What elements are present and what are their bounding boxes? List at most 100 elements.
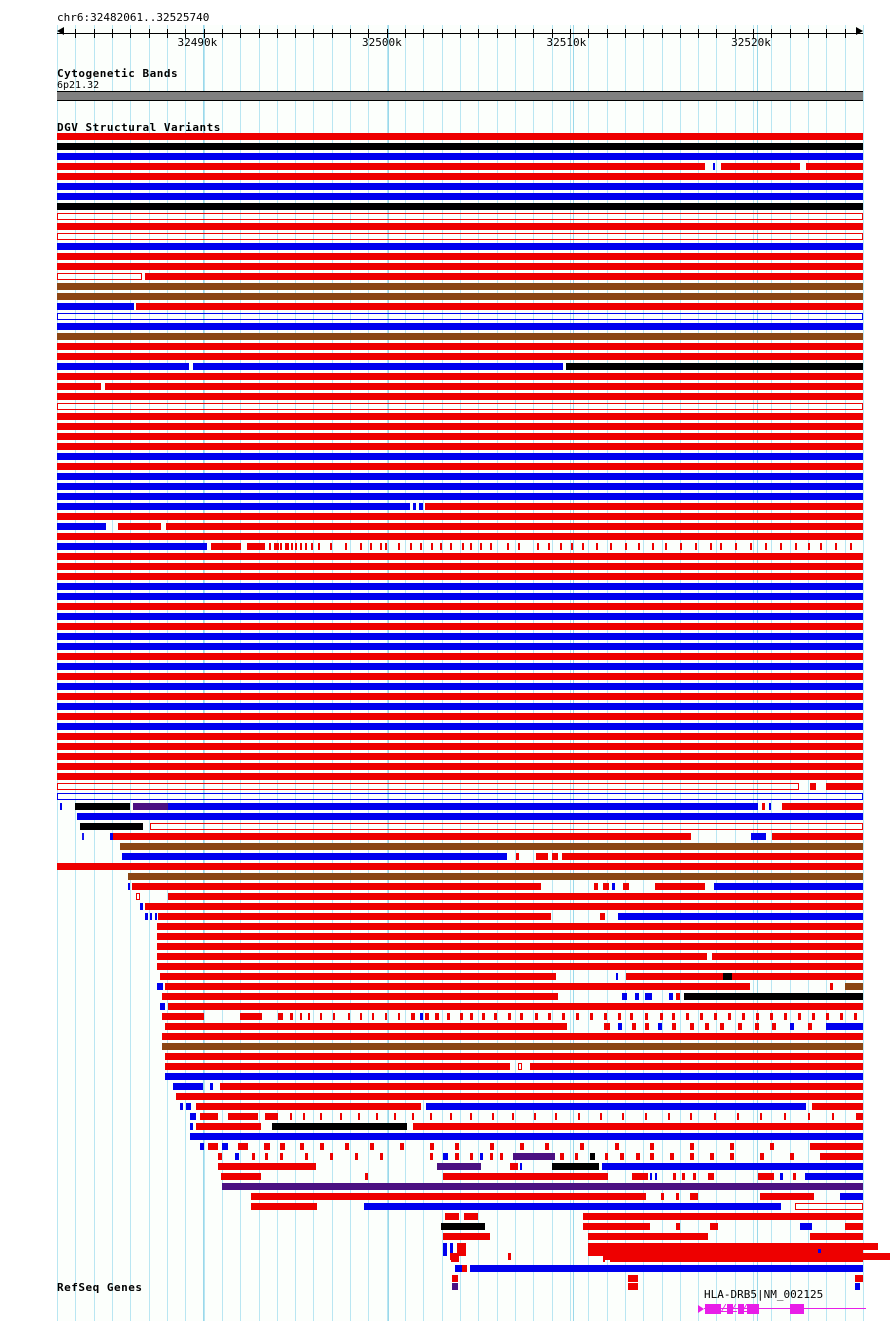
variant-segment[interactable]	[762, 803, 765, 810]
variant-segment[interactable]	[810, 1143, 863, 1150]
variant-row[interactable]	[0, 443, 890, 450]
variant-segment[interactable]	[57, 793, 863, 800]
variant-segment[interactable]	[447, 1013, 450, 1020]
variant-segment[interactable]	[360, 1013, 362, 1020]
variant-segment[interactable]	[560, 1153, 564, 1160]
variant-segment[interactable]	[186, 1103, 191, 1110]
variant-segment[interactable]	[365, 1173, 368, 1180]
variant-segment[interactable]	[470, 1153, 473, 1160]
variant-segment[interactable]	[60, 803, 62, 810]
variant-segment[interactable]	[57, 253, 863, 260]
variant-segment[interactable]	[290, 1013, 293, 1020]
variant-segment[interactable]	[57, 653, 863, 660]
variant-row[interactable]	[0, 1233, 890, 1240]
variant-row[interactable]	[0, 523, 890, 530]
variant-segment[interactable]	[385, 1013, 387, 1020]
variant-segment[interactable]	[264, 1143, 270, 1150]
variant-row[interactable]	[0, 283, 890, 290]
variant-segment[interactable]	[742, 1013, 745, 1020]
variant-segment[interactable]	[855, 1283, 860, 1290]
variant-segment[interactable]	[57, 323, 863, 330]
variant-segment[interactable]	[835, 543, 837, 550]
variant-segment[interactable]	[830, 983, 833, 990]
variant-segment[interactable]	[712, 953, 863, 960]
variant-segment[interactable]	[450, 543, 452, 550]
variant-segment[interactable]	[672, 1023, 676, 1030]
variant-segment[interactable]	[57, 283, 863, 290]
variant-segment[interactable]	[57, 703, 863, 710]
variant-segment[interactable]	[770, 1013, 773, 1020]
variant-segment[interactable]	[57, 383, 101, 390]
variant-row[interactable]	[0, 1063, 890, 1070]
variant-segment[interactable]	[430, 1153, 433, 1160]
variant-segment[interactable]	[435, 1013, 439, 1020]
variant-segment[interactable]	[168, 1003, 863, 1010]
variant-row[interactable]	[0, 1023, 890, 1030]
variant-segment[interactable]	[333, 1013, 335, 1020]
variant-segment[interactable]	[450, 1243, 453, 1250]
variant-segment[interactable]	[655, 1173, 657, 1180]
variant-segment[interactable]	[512, 1113, 514, 1120]
variant-segment[interactable]	[57, 573, 863, 580]
variant-segment[interactable]	[430, 1113, 432, 1120]
variant-segment[interactable]	[57, 163, 705, 170]
variant-row[interactable]	[0, 613, 890, 620]
variant-segment[interactable]	[710, 1223, 718, 1230]
variant-segment[interactable]	[800, 1223, 812, 1230]
variant-segment[interactable]	[784, 1113, 786, 1120]
variant-segment[interactable]	[57, 863, 863, 870]
variant-segment[interactable]	[583, 1213, 863, 1220]
variant-segment[interactable]	[57, 453, 863, 460]
variant-segment[interactable]	[582, 543, 584, 550]
variant-row[interactable]	[0, 153, 890, 160]
variant-row[interactable]	[0, 723, 890, 730]
variant-segment[interactable]	[676, 993, 680, 1000]
variant-segment[interactable]	[157, 963, 863, 970]
gene-exon[interactable]	[727, 1304, 733, 1314]
variant-segment[interactable]	[238, 1143, 248, 1150]
variant-segment[interactable]	[57, 173, 863, 180]
variant-segment[interactable]	[173, 1083, 203, 1090]
variant-row[interactable]	[0, 1163, 890, 1170]
variant-segment[interactable]	[157, 923, 863, 930]
variant-segment[interactable]	[57, 643, 863, 650]
variant-segment[interactable]	[57, 683, 863, 690]
variant-segment[interactable]	[398, 543, 400, 550]
variant-segment[interactable]	[420, 1013, 423, 1020]
variant-segment[interactable]	[57, 353, 863, 360]
variant-row[interactable]	[0, 1083, 890, 1090]
variant-segment[interactable]	[311, 543, 313, 550]
variant-segment[interactable]	[57, 493, 863, 500]
variant-segment[interactable]	[583, 1223, 650, 1230]
variant-segment[interactable]	[443, 1173, 608, 1180]
variant-segment[interactable]	[590, 1013, 593, 1020]
variant-segment[interactable]	[650, 1153, 654, 1160]
variant-segment[interactable]	[645, 1013, 648, 1020]
variant-segment[interactable]	[228, 1113, 258, 1120]
variant-row[interactable]	[0, 1053, 890, 1060]
variant-segment[interactable]	[380, 543, 382, 550]
variant-segment[interactable]	[618, 1023, 622, 1030]
variant-row[interactable]	[0, 303, 890, 310]
variant-segment[interactable]	[604, 1023, 610, 1030]
variant-row[interactable]	[0, 653, 890, 660]
variant-segment[interactable]	[580, 1143, 584, 1150]
variant-row[interactable]	[0, 813, 890, 820]
variant-segment[interactable]	[826, 783, 863, 790]
variant-segment[interactable]	[360, 543, 362, 550]
variant-row[interactable]	[0, 533, 890, 540]
variant-segment[interactable]	[622, 993, 627, 1000]
variant-row[interactable]	[0, 563, 890, 570]
variant-segment[interactable]	[645, 1113, 647, 1120]
variant-row[interactable]	[0, 1113, 890, 1120]
variant-segment[interactable]	[780, 1173, 783, 1180]
variant-segment[interactable]	[345, 543, 347, 550]
variant-segment[interactable]	[590, 1153, 595, 1160]
variant-row[interactable]	[0, 133, 890, 140]
variant-row[interactable]	[0, 323, 890, 330]
variant-segment[interactable]	[57, 223, 863, 230]
variant-segment[interactable]	[200, 1113, 218, 1120]
variant-segment[interactable]	[686, 1013, 689, 1020]
variant-segment[interactable]	[57, 363, 189, 370]
variant-segment[interactable]	[437, 1163, 481, 1170]
